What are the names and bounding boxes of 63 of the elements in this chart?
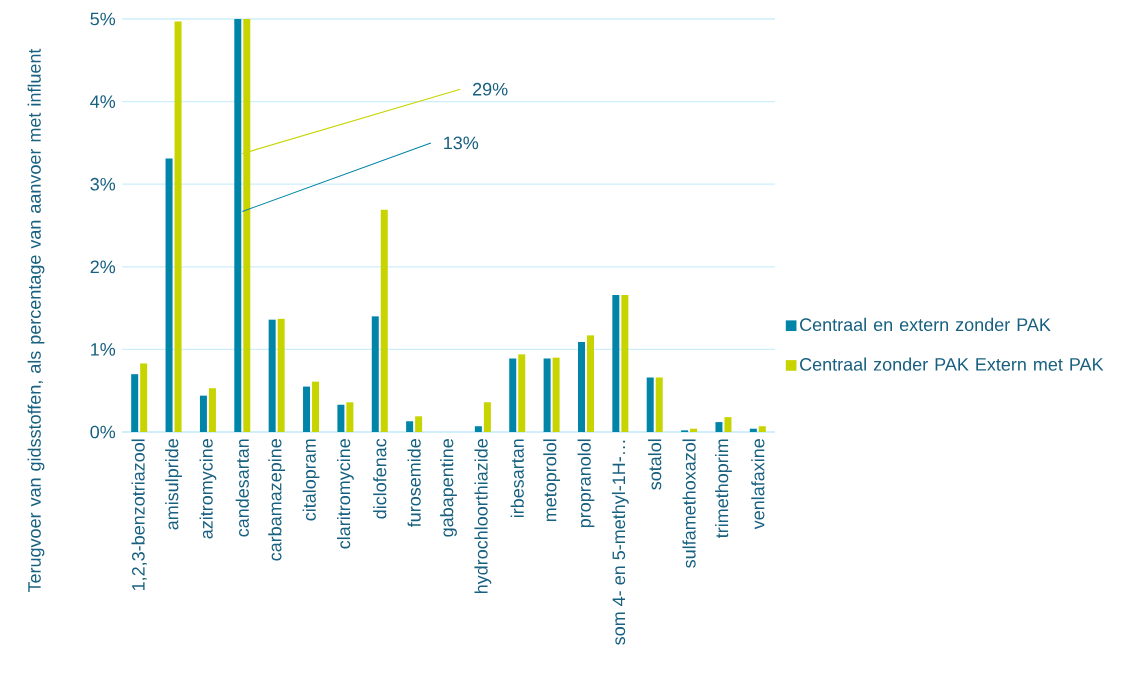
bar: [303, 386, 311, 432]
bar: [380, 209, 388, 432]
bar: [577, 341, 585, 432]
bar: [552, 357, 560, 432]
bar: [268, 319, 276, 432]
bar: [371, 316, 379, 432]
x-tick-label: candesartan: [235, 439, 249, 537]
y-axis-title: Terugvoer van gidsstoffen, als percentage van aanvoer met influent: [27, 48, 45, 593]
x-tick-label: diclofenac: [373, 438, 387, 519]
bar: [724, 417, 732, 432]
x-tick-label: azitromycine: [199, 439, 217, 539]
bar: [758, 426, 766, 432]
bar: [474, 426, 482, 432]
x-tick-label: sotalol: [648, 439, 662, 490]
bar: [621, 294, 629, 432]
y-tick-label: 5%: [90, 12, 116, 26]
x-tick-label: som 4- en 5-methyl-1H-…: [611, 440, 629, 645]
x-tick-label: hydrochloorthiazide: [474, 439, 492, 594]
bar: [749, 428, 757, 432]
bar: [131, 374, 139, 432]
x-tick-label: metoprolol: [543, 439, 561, 522]
bar: [586, 335, 594, 432]
y-tick-label: 3%: [90, 177, 116, 191]
x-tick-label: carbamazepine: [268, 439, 286, 561]
annotation: 13%: [444, 136, 479, 150]
legend-label: Centraal zonder PAK Extern met PAK: [800, 357, 1104, 371]
bar: [337, 404, 345, 432]
annotation: 29%: [473, 82, 508, 96]
x-tick-label: irbesartan: [510, 439, 524, 518]
x-tick-label: trimethoprim: [715, 439, 732, 539]
bar: [646, 377, 654, 432]
bar: [199, 395, 207, 432]
x-tick-label: furosemide: [407, 439, 421, 528]
x-tick-label: gabapentine: [440, 439, 457, 537]
y-tick-label: 0%: [90, 425, 116, 439]
x-tick-label: propranolol: [577, 439, 595, 528]
bar: [312, 381, 320, 432]
bar: [509, 358, 517, 432]
bar: [406, 421, 414, 432]
bar: [612, 294, 620, 432]
bar: [543, 358, 551, 432]
bar: [715, 422, 723, 432]
bar: [690, 428, 698, 432]
bar: [174, 21, 182, 432]
bar: [415, 416, 423, 432]
bar: [483, 402, 491, 432]
y-tick-label: 2%: [90, 260, 116, 274]
x-tick-label: 1,2,3-benzotriazool: [131, 439, 147, 590]
x-tick-label: sulfamethoxazol: [682, 439, 696, 568]
bar: [208, 388, 216, 432]
bar: [165, 158, 173, 432]
bar: [140, 363, 148, 432]
legend-label: Centraal en extern zonder PAK: [800, 317, 1051, 332]
bar: [277, 318, 285, 432]
x-tick-label: venlafaxine: [751, 439, 765, 530]
bar: [518, 354, 526, 432]
x-tick-label: citalopram: [302, 439, 320, 521]
x-tick-label: claritromycine: [337, 439, 354, 549]
y-tick-label: 1%: [91, 343, 116, 356]
x-tick-label: amisulpride: [165, 439, 182, 530]
bar: [655, 377, 663, 432]
bar: [346, 402, 354, 432]
y-tick-label: 4%: [90, 95, 116, 108]
